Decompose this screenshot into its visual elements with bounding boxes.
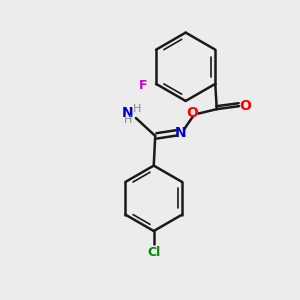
Text: F: F [139, 79, 147, 92]
Text: N: N [175, 126, 186, 140]
Text: Cl: Cl [147, 246, 160, 259]
Text: N: N [122, 106, 134, 120]
Text: H: H [133, 103, 142, 113]
Text: O: O [240, 99, 251, 113]
Text: O: O [186, 106, 198, 120]
Text: H: H [123, 115, 132, 124]
